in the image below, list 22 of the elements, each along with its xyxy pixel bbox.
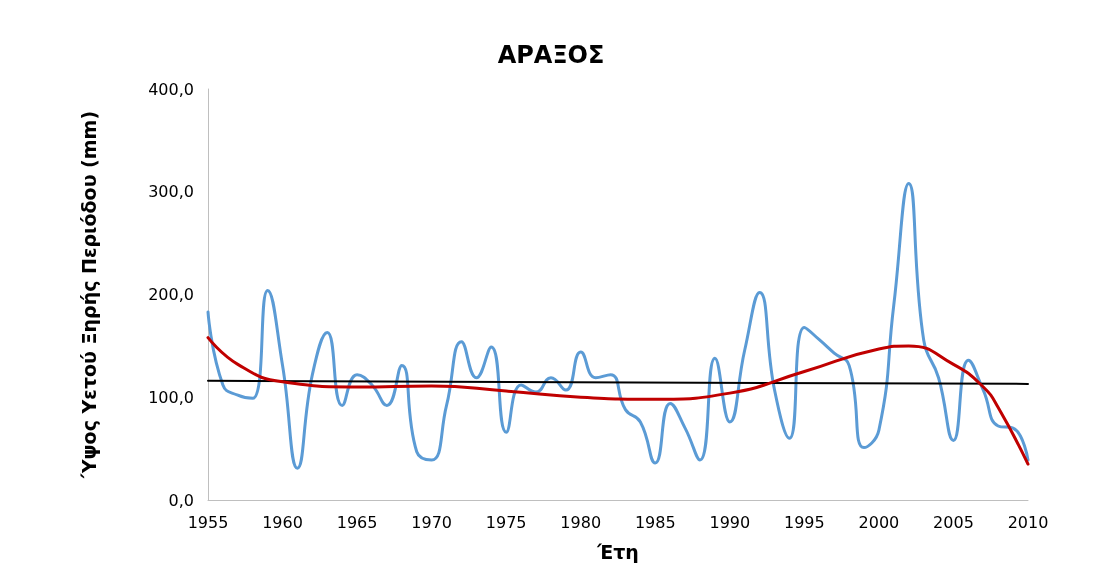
- x-tick-label: 1975: [485, 512, 527, 532]
- y-tick-label: 300,0: [148, 182, 194, 202]
- x-axis-title: Έτη: [596, 540, 639, 563]
- y-tick-label: 200,0: [148, 285, 194, 304]
- x-tick-label: 1970: [411, 512, 452, 532]
- x-tick-label: 1955: [187, 512, 229, 532]
- x-tick-label: 1985: [634, 512, 676, 532]
- line-series: [206, 182, 1030, 470]
- x-tick-label: 1980: [560, 512, 602, 532]
- x-tick-label: 1995: [784, 512, 825, 532]
- y-tick-label: 0,0: [168, 490, 194, 510]
- x-tick-label: 2010: [1007, 512, 1049, 532]
- line-series: [206, 336, 1030, 466]
- x-tick-label: 1960: [262, 512, 303, 532]
- y-axis-title: Ύψος Υετού Ξηρής Περιόδου (mm): [77, 110, 100, 480]
- x-tick-label: 2005: [933, 512, 974, 532]
- y-tick-label: 400,0: [148, 79, 194, 99]
- chart-title: ΑΡΑΞΟΣ: [497, 41, 605, 69]
- x-tick-label: 1990: [709, 512, 751, 532]
- x-tick-label: 2000: [858, 512, 900, 532]
- y-tick-label: 100,0: [148, 387, 194, 407]
- x-tick-label: 1965: [336, 512, 378, 532]
